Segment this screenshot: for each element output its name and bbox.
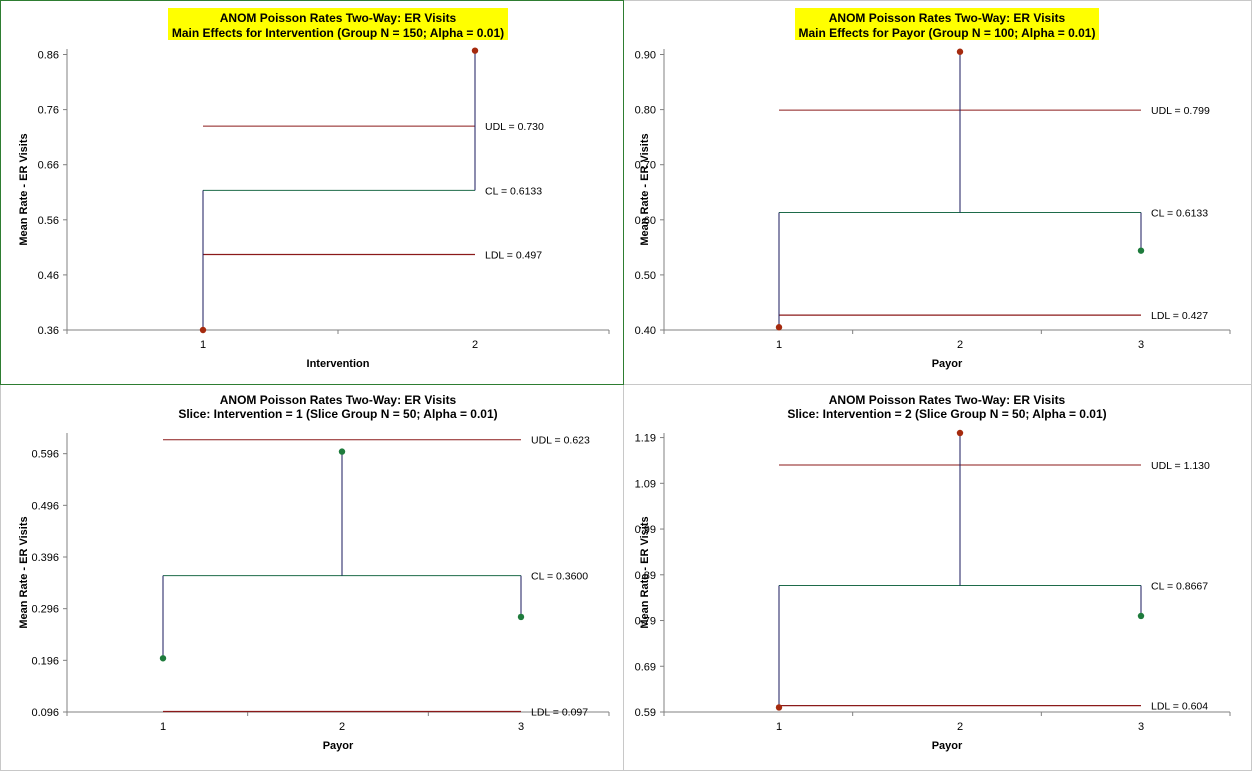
y-tick-label: 0.36 (38, 325, 59, 337)
y-tick-label: 0.86 (38, 50, 59, 62)
data-point (338, 448, 346, 455)
y-tick-label: 0.596 (31, 449, 59, 461)
y-tick-label: 0.50 (635, 270, 656, 282)
x-tick-label: 1 (160, 721, 166, 733)
y-tick-label: 0.76 (38, 105, 59, 117)
y-tick-label: 0.70 (635, 160, 656, 172)
data-point (1137, 612, 1145, 620)
x-tick-label: 1 (776, 721, 782, 733)
x-axis-label: Intervention (307, 358, 370, 370)
y-axis-label: Mean Rate - ER Visits (18, 133, 30, 245)
chart-title: ANOM Poisson Rates Two-Way: ER Visits (220, 393, 457, 407)
y-tick-label: 1.09 (635, 478, 656, 490)
data-point (517, 613, 525, 621)
chart-subtitle: Slice: Intervention = 2 (Slice Group N =… (787, 407, 1106, 421)
y-tick-label: 0.40 (635, 325, 656, 337)
y-tick-label: 0.89 (635, 570, 656, 582)
y-tick-label: 0.196 (31, 655, 59, 667)
ldl-label: LDL = 0.427 (1151, 310, 1208, 322)
y-tick-label: 0.096 (31, 707, 59, 719)
x-tick-label: 2 (957, 721, 963, 733)
chart-subtitle: Main Effects for Payor (Group N = 100; A… (799, 26, 1096, 40)
y-tick-label: 0.79 (635, 616, 656, 628)
udl-label: UDL = 0.730 (485, 121, 544, 133)
x-tick-label: 3 (1138, 721, 1144, 733)
y-tick-label: 0.69 (635, 661, 656, 673)
y-tick-label: 0.296 (31, 604, 59, 616)
x-axis-label: Payor (932, 740, 963, 752)
chart-svg: ANOM Poisson Rates Two-Way: ER VisitsMai… (18, 8, 610, 370)
udl-label: UDL = 0.799 (1151, 105, 1210, 117)
y-tick-label: 0.496 (31, 500, 59, 512)
y-tick-label: 1.19 (635, 433, 656, 445)
ldl-label: LDL = 0.604 (1151, 701, 1208, 713)
data-point (199, 326, 207, 334)
x-tick-label: 3 (1138, 339, 1144, 351)
data-point (956, 429, 964, 437)
chart-svg: ANOM Poisson Rates Two-Way: ER VisitsMai… (635, 8, 1231, 370)
y-tick-label: 0.56 (38, 215, 59, 227)
data-point (471, 47, 479, 54)
data-point (1137, 247, 1145, 254)
x-axis-label: Payor (932, 358, 963, 370)
udl-label: UDL = 0.623 (531, 435, 590, 447)
cl-label: CL = 0.3600 (531, 571, 588, 583)
cl-label: CL = 0.6133 (1151, 207, 1208, 219)
y-axis-label: Mean Rate - ER Visits (18, 516, 30, 628)
data-point (775, 324, 783, 331)
chart-title: ANOM Poisson Rates Two-Way: ER Visits (829, 393, 1066, 407)
y-tick-label: 0.99 (635, 524, 656, 536)
x-axis-label: Payor (323, 740, 354, 752)
chart-title: ANOM Poisson Rates Two-Way: ER Visits (829, 11, 1066, 25)
y-tick-label: 0.396 (31, 552, 59, 564)
title-highlight (168, 8, 508, 40)
y-axis-label: Mean Rate - ER Visits (639, 516, 651, 628)
x-tick-label: 1 (200, 339, 206, 351)
ldl-label: LDL = 0.097 (531, 706, 588, 718)
chart-title: ANOM Poisson Rates Two-Way: ER Visits (220, 11, 457, 25)
chart-svg: ANOM Poisson Rates Two-Way: ER VisitsSli… (635, 393, 1231, 752)
cl-label: CL = 0.8667 (1151, 580, 1208, 592)
ldl-label: LDL = 0.497 (485, 250, 542, 262)
x-tick-label: 2 (957, 339, 963, 351)
x-tick-label: 1 (776, 339, 782, 351)
chart-subtitle: Slice: Intervention = 1 (Slice Group N =… (178, 407, 497, 421)
x-tick-label: 2 (472, 339, 478, 351)
y-tick-label: 0.59 (635, 707, 656, 719)
x-tick-label: 3 (518, 721, 524, 733)
udl-label: UDL = 1.130 (1151, 460, 1210, 472)
chart-svg: ANOM Poisson Rates Two-Way: ER VisitsSli… (18, 393, 610, 752)
chart-panel-intervention-main-effects: ANOM Poisson Rates Two-Way: ER Visits Mai… (0, 0, 624, 385)
chart-panel-payor-main-effects: ANOM Poisson Rates Two-Way: ER Visits Mai… (624, 0, 1252, 385)
title-highlight (795, 8, 1099, 40)
y-tick-label: 0.46 (38, 270, 59, 282)
y-axis-label: Mean Rate - ER Visits (639, 133, 651, 245)
y-tick-label: 0.60 (635, 215, 656, 227)
cl-label: CL = 0.6133 (485, 185, 542, 197)
chart-panel-slice-intervention-2: ANOM Poisson Rates Two-Way: ER Visits Sli… (624, 385, 1252, 771)
x-tick-label: 2 (339, 721, 345, 733)
y-tick-label: 0.80 (635, 105, 656, 117)
chart-subtitle: Main Effects for Intervention (Group N =… (172, 26, 504, 40)
y-tick-label: 0.66 (38, 160, 59, 172)
data-point (956, 48, 964, 55)
y-tick-label: 0.90 (635, 50, 656, 62)
data-point (159, 655, 167, 662)
data-point (775, 704, 783, 711)
chart-panel-slice-intervention-1: ANOM Poisson Rates Two-Way: ER Visits Sli… (0, 385, 624, 771)
